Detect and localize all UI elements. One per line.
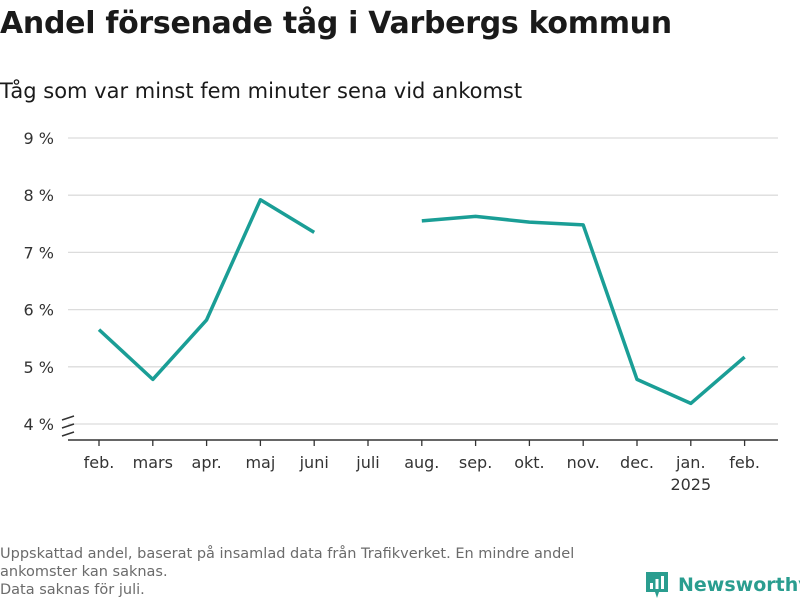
x-tick-label: sep. (459, 453, 492, 472)
y-tick-label: 8 % (24, 186, 54, 205)
chart-subtitle: Tåg som var minst fem minuter sena vid a… (0, 79, 523, 103)
axis-break-icon (61, 415, 75, 437)
x-tick-label: feb. (84, 453, 115, 472)
x-tick-label: okt. (514, 453, 544, 472)
y-tick-label: 9 % (24, 129, 54, 148)
x-tick-label: maj (245, 453, 275, 472)
series-line-segment (421, 214, 746, 406)
note-missing-data: Data saknas för juli. (0, 582, 145, 598)
x-tick-label: nov. (567, 453, 600, 472)
y-tick-label: 5 % (24, 358, 54, 377)
x-tick-label: apr. (192, 453, 222, 472)
brand: Newsworthy (644, 570, 800, 600)
y-tick-label: 4 % (24, 415, 54, 434)
x-tick-label: juni (299, 453, 329, 472)
y-axis-ticks: 4 % 5 % 6 % 7 % 8 % 9 % (24, 129, 54, 434)
x-axis (61, 415, 778, 441)
chart-notes: Uppskattad andel, baserat på insamlad da… (0, 545, 640, 599)
y-tick-label: 7 % (24, 243, 54, 262)
x-tick-label: mars (133, 453, 173, 472)
brand-name: Newsworthy (678, 574, 800, 596)
x-tick-label: juli (355, 453, 379, 472)
x-tick-label: dec. (620, 453, 654, 472)
y-tick-label: 6 % (24, 301, 54, 320)
x-tick-sublabel: 2025 (670, 475, 711, 494)
note-source: Uppskattad andel, baserat på insamlad da… (0, 546, 575, 580)
line-chart: 4 % 5 % 6 % 7 % 8 % 9 % feb. mars apr. maj juni ju… (24, 129, 778, 494)
x-axis-ticks: feb. mars apr. maj juni juli aug. sep. okt. nov. d… (84, 440, 760, 494)
x-tick-label: aug. (404, 453, 439, 472)
x-tick-label: jan. (675, 453, 705, 472)
x-tick-label: feb. (729, 453, 760, 472)
series-lines (97, 198, 746, 406)
series-line-segment (97, 198, 316, 382)
chart-title: Andel försenade tåg i Varbergs kommun (0, 6, 672, 41)
gridlines (68, 137, 778, 425)
newsworthy-logo-icon (646, 572, 668, 598)
